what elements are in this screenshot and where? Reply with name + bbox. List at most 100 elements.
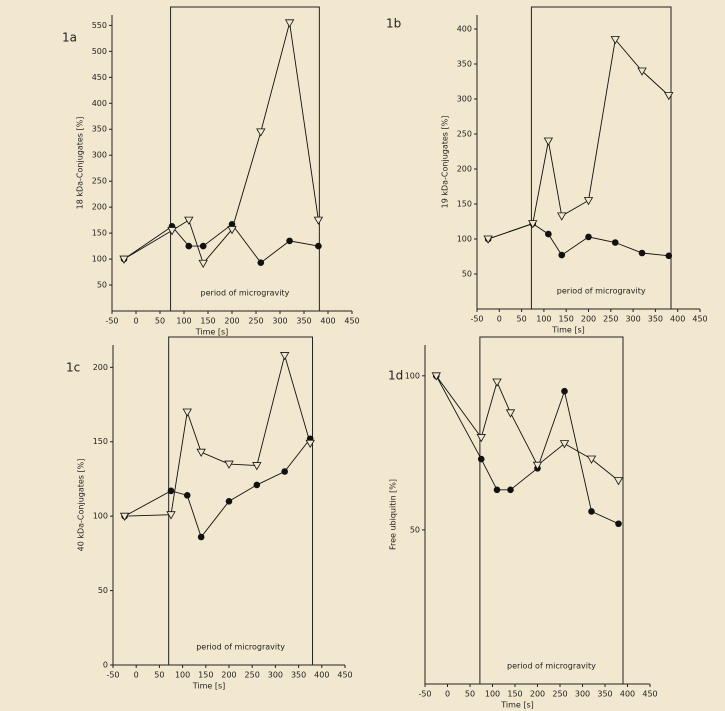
x-tick-label: -50 (418, 690, 431, 699)
x-tick-label: 400 (320, 317, 335, 326)
data-point (543, 137, 554, 146)
data-point (286, 237, 293, 245)
data-point (528, 220, 538, 229)
data-point (185, 242, 193, 250)
x-tick-label: -50 (470, 315, 483, 324)
y-tick-label: 100 (457, 235, 472, 244)
y-axis-title: 18 kDa-Conjugates [%] (76, 117, 85, 210)
x-tick-label: 150 (507, 690, 522, 699)
data-point (611, 239, 619, 246)
x-tick-label: 50 (155, 317, 165, 326)
y-tick-label: 350 (92, 125, 107, 134)
data-point (119, 512, 130, 521)
x-tick-label: 300 (625, 315, 640, 324)
x-tick-label: 350 (648, 315, 663, 324)
y-tick-label: 200 (92, 203, 107, 212)
x-tick-label: 50 (465, 690, 475, 699)
y-tick-label: 50 (97, 281, 107, 290)
x-tick-label: 200 (530, 690, 545, 699)
x-tick-label: 350 (597, 690, 612, 699)
data-point (305, 439, 315, 449)
data-point (284, 19, 295, 28)
period-label: period of microgravity (557, 287, 646, 296)
data-point (505, 409, 516, 418)
data-point (613, 477, 624, 486)
data-point (257, 259, 265, 267)
x-axis-title: Time [s] (500, 701, 534, 710)
x-tick-label: 450 (642, 690, 657, 699)
data-point (225, 497, 233, 505)
data-point (256, 128, 266, 137)
data-point (119, 255, 129, 264)
y-tick-label: 550 (92, 21, 107, 30)
x-tick-label: 100 (536, 315, 551, 324)
period-label: period of microgravity (201, 289, 290, 298)
x-tick-label: 300 (272, 317, 287, 326)
y-tick-label: 100 (405, 371, 420, 380)
y-tick-label: 50 (410, 525, 420, 534)
x-tick-label: 250 (245, 671, 260, 680)
data-point (557, 212, 567, 221)
x-tick-label: 50 (154, 671, 164, 680)
data-point (167, 487, 175, 495)
y-tick-label: 450 (92, 73, 107, 82)
data-point (253, 481, 261, 489)
y-tick-label: 50 (462, 270, 472, 279)
x-tick-label: -50 (105, 317, 118, 326)
data-point (558, 251, 566, 259)
y-tick-label: 150 (457, 200, 472, 209)
data-point (197, 533, 205, 541)
x-tick-label: 50 (517, 315, 527, 324)
panel-label: 1d (388, 369, 403, 383)
x-tick-label: 200 (581, 315, 596, 324)
panel-label: 1a (62, 31, 77, 45)
data-point (492, 378, 502, 387)
x-tick-label: 200 (224, 317, 239, 326)
x-tick-label: 100 (176, 317, 191, 326)
panel-label: 1b (386, 17, 401, 31)
data-point (665, 252, 673, 260)
panel-label: 1c (66, 361, 80, 375)
data-point (198, 259, 208, 269)
y-tick-label: 500 (92, 47, 107, 56)
data-point (199, 242, 207, 250)
x-tick-label: 350 (296, 317, 311, 326)
x-tick-label: 200 (221, 671, 236, 680)
y-axis-title: Free ubiquitin [%] (389, 479, 398, 550)
data-point (610, 36, 620, 45)
data-point (532, 461, 543, 470)
series-line (435, 375, 619, 525)
data-point (586, 455, 597, 464)
data-point (585, 233, 592, 241)
data-point (615, 520, 622, 528)
series-line (488, 38, 670, 240)
x-tick-label: 100 (485, 690, 500, 699)
x-axis-title: Time [s] (195, 328, 229, 337)
x-tick-label: -50 (106, 671, 119, 680)
data-point (183, 492, 191, 499)
x-axis-title: Time [s] (551, 326, 585, 335)
data-point (184, 216, 194, 225)
x-tick-label: 150 (200, 317, 215, 326)
x-tick-label: 300 (268, 671, 283, 680)
x-tick-label: 300 (575, 690, 590, 699)
x-tick-label: 250 (248, 317, 263, 326)
y-tick-label: 200 (93, 363, 108, 372)
data-point (476, 434, 486, 443)
y-tick-label: 350 (457, 60, 472, 69)
x-tick-label: 150 (559, 315, 574, 324)
data-point (224, 460, 234, 469)
data-point (166, 511, 176, 520)
x-tick-label: 250 (603, 315, 618, 324)
data-point (559, 440, 570, 449)
y-axis-title: 40 kDa-Conjugates [%] (77, 459, 86, 552)
data-point (638, 249, 646, 257)
data-point (483, 235, 493, 244)
x-tick-label: 450 (344, 317, 359, 326)
x-tick-label: 400 (620, 690, 635, 699)
data-point (252, 462, 262, 471)
data-point (507, 486, 514, 494)
x-tick-label: 100 (175, 671, 190, 680)
data-point (583, 197, 594, 206)
